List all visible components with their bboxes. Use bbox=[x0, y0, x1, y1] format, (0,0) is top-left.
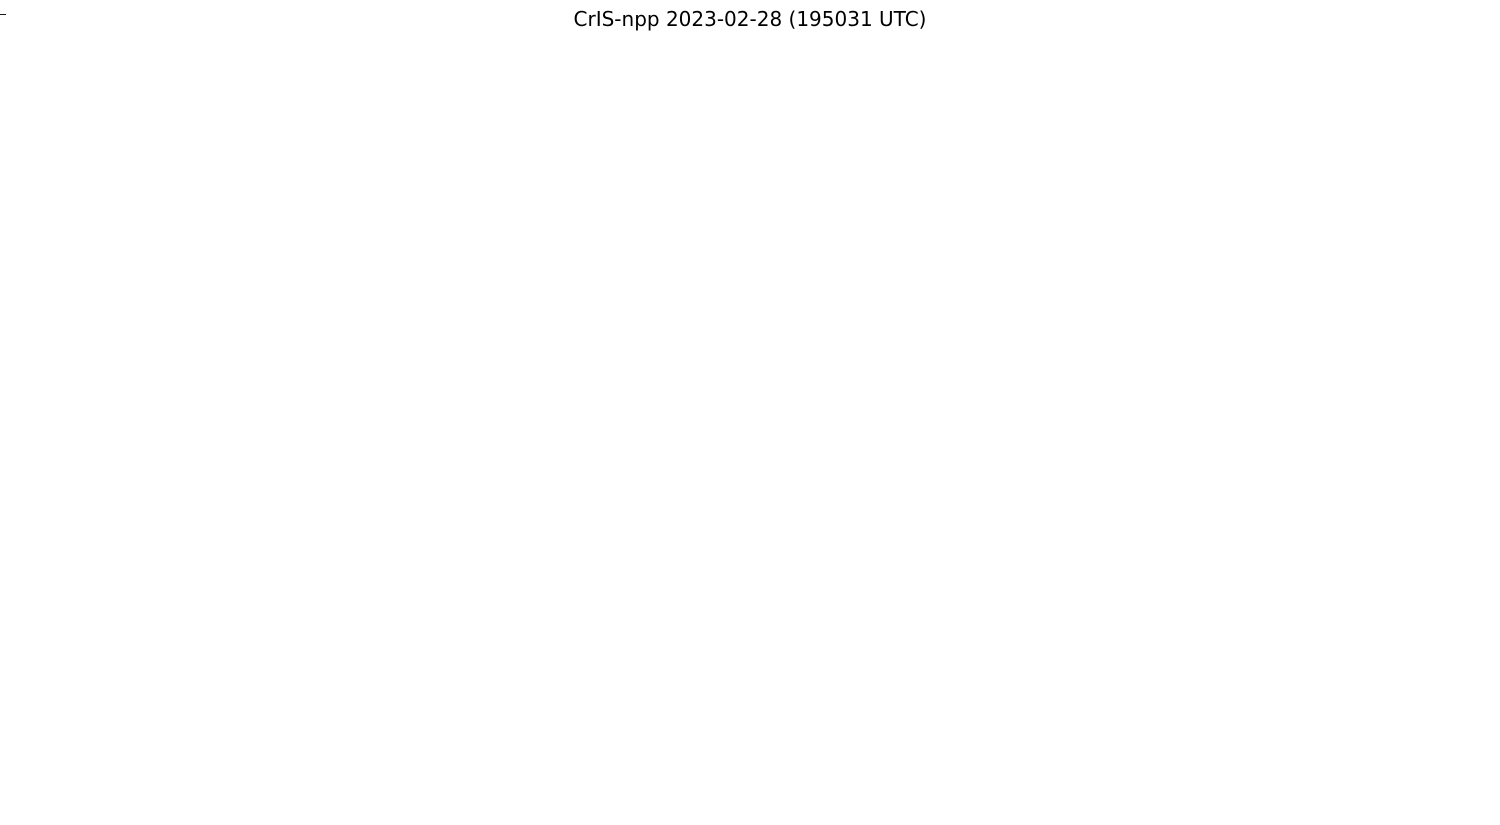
figure-title: CrIS-npp 2023-02-28 (195031 UTC) bbox=[573, 7, 927, 31]
